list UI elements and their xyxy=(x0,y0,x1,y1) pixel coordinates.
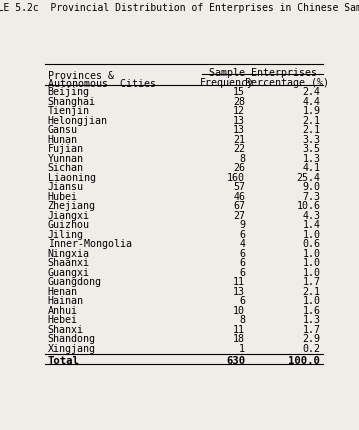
Text: Guizhou: Guizhou xyxy=(48,221,90,230)
Text: 4.1: 4.1 xyxy=(302,163,320,173)
Text: 100.0: 100.0 xyxy=(288,356,320,366)
Text: 1.6: 1.6 xyxy=(302,306,320,316)
Text: Sichan: Sichan xyxy=(48,163,84,173)
Text: 27: 27 xyxy=(233,211,245,221)
Text: 1.0: 1.0 xyxy=(302,268,320,278)
Text: Total: Total xyxy=(48,356,80,366)
Text: 12: 12 xyxy=(233,106,245,117)
Text: Henan: Henan xyxy=(48,287,78,297)
Text: Ningxia: Ningxia xyxy=(48,249,90,259)
Text: Shandong: Shandong xyxy=(48,335,95,344)
Text: 1.7: 1.7 xyxy=(302,325,320,335)
Text: 630: 630 xyxy=(226,356,245,366)
Text: 4.3: 4.3 xyxy=(302,211,320,221)
Text: 6: 6 xyxy=(239,230,245,240)
Text: 6: 6 xyxy=(239,268,245,278)
Text: 2.1: 2.1 xyxy=(302,287,320,297)
Text: 2.4: 2.4 xyxy=(302,87,320,97)
Text: 3.5: 3.5 xyxy=(302,144,320,154)
Text: 2.1: 2.1 xyxy=(302,126,320,135)
Text: Jiansu: Jiansu xyxy=(48,182,84,192)
Text: 28: 28 xyxy=(233,97,245,107)
Text: Jiangxi: Jiangxi xyxy=(48,211,90,221)
Text: Percentage (%): Percentage (%) xyxy=(245,78,329,88)
Text: 46: 46 xyxy=(233,192,245,202)
Text: 160: 160 xyxy=(227,173,245,183)
Text: Sample Enterprises: Sample Enterprises xyxy=(209,68,317,78)
Text: Hunan: Hunan xyxy=(48,135,78,145)
Text: TABLE 5.2c  Provincial Distribution of Enterprises in Chinese Sample: TABLE 5.2c Provincial Distribution of En… xyxy=(0,3,359,13)
Text: 6: 6 xyxy=(239,258,245,268)
Text: 57: 57 xyxy=(233,182,245,192)
Text: Helongjian: Helongjian xyxy=(48,116,108,126)
Text: 0.6: 0.6 xyxy=(302,240,320,249)
Text: 2.9: 2.9 xyxy=(302,335,320,344)
Text: Beijing: Beijing xyxy=(48,87,90,97)
Text: Shaanxi: Shaanxi xyxy=(48,258,90,268)
Text: 1.0: 1.0 xyxy=(302,258,320,268)
Text: 1.7: 1.7 xyxy=(302,277,320,287)
Text: Tienjin: Tienjin xyxy=(48,106,90,117)
Text: 1.3: 1.3 xyxy=(302,154,320,164)
Text: 8: 8 xyxy=(239,154,245,164)
Text: 6: 6 xyxy=(239,249,245,259)
Text: Inner-Mongolia: Inner-Mongolia xyxy=(48,240,132,249)
Text: 26: 26 xyxy=(233,163,245,173)
Text: Yunnan: Yunnan xyxy=(48,154,84,164)
Text: 1.0: 1.0 xyxy=(302,296,320,307)
Text: Liaoning: Liaoning xyxy=(48,173,95,183)
Text: 25.4: 25.4 xyxy=(296,173,320,183)
Text: 13: 13 xyxy=(233,287,245,297)
Text: Shanghai: Shanghai xyxy=(48,97,95,107)
Text: 67: 67 xyxy=(233,201,245,212)
Text: 4.4: 4.4 xyxy=(302,97,320,107)
Text: 1.3: 1.3 xyxy=(302,316,320,326)
Text: 10: 10 xyxy=(233,306,245,316)
Text: 1.9: 1.9 xyxy=(302,106,320,117)
Text: 13: 13 xyxy=(233,116,245,126)
Text: Zhejiang: Zhejiang xyxy=(48,201,95,212)
Text: 4: 4 xyxy=(239,240,245,249)
Text: Guangxi: Guangxi xyxy=(48,268,90,278)
Text: Anhui: Anhui xyxy=(48,306,78,316)
Text: Shanxi: Shanxi xyxy=(48,325,84,335)
Text: 1.4: 1.4 xyxy=(302,221,320,230)
Text: Gansu: Gansu xyxy=(48,126,78,135)
Text: Hainan: Hainan xyxy=(48,296,84,307)
Text: Hebei: Hebei xyxy=(48,316,78,326)
Text: 22: 22 xyxy=(233,144,245,154)
Text: 9: 9 xyxy=(239,221,245,230)
Text: Provinces &: Provinces & xyxy=(48,71,114,81)
Text: Frequency: Frequency xyxy=(199,78,253,88)
Text: 15: 15 xyxy=(233,87,245,97)
Text: 2.1: 2.1 xyxy=(302,116,320,126)
Text: 11: 11 xyxy=(233,277,245,287)
Text: Hubei: Hubei xyxy=(48,192,78,202)
Text: 11: 11 xyxy=(233,325,245,335)
Text: 1.0: 1.0 xyxy=(302,249,320,259)
Text: 1: 1 xyxy=(239,344,245,354)
Text: Fujian: Fujian xyxy=(48,144,84,154)
Text: 8: 8 xyxy=(239,316,245,326)
Text: 1.0: 1.0 xyxy=(302,230,320,240)
Text: 3.3: 3.3 xyxy=(302,135,320,145)
Text: Autonomous  Cities: Autonomous Cities xyxy=(48,79,156,89)
Text: Guangdong: Guangdong xyxy=(48,277,102,287)
Text: 18: 18 xyxy=(233,335,245,344)
Text: 7.3: 7.3 xyxy=(302,192,320,202)
Text: 21: 21 xyxy=(233,135,245,145)
Text: 9.0: 9.0 xyxy=(302,182,320,192)
Text: Jiling: Jiling xyxy=(48,230,84,240)
Text: 10.6: 10.6 xyxy=(296,201,320,212)
Text: 6: 6 xyxy=(239,296,245,307)
Text: 13: 13 xyxy=(233,126,245,135)
Text: 0.2: 0.2 xyxy=(302,344,320,354)
Text: Xingjang: Xingjang xyxy=(48,344,95,354)
